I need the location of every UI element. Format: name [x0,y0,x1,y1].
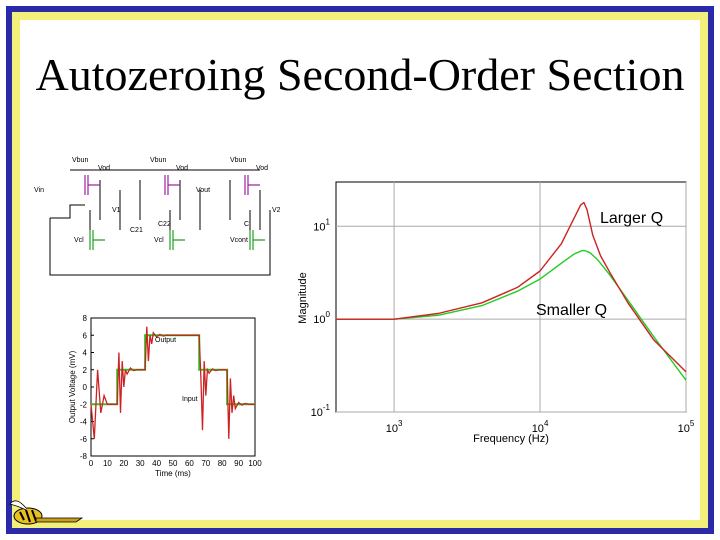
bode-y-tick: 101 [313,217,330,233]
schematic-label: Vout [196,187,210,194]
schematic-label: Vin [34,187,44,194]
step-x-tick: 50 [169,459,178,468]
step-annotation-input: Input [182,396,198,403]
step-y-tick: 2 [83,366,88,375]
schematic-label: Vod [256,165,268,172]
step-y-tick: 6 [83,331,88,340]
step-y-tick: -2 [80,400,88,409]
schematic-label: Vbun [150,157,166,164]
circuit-schematic: Vbun Vod Vin V1 C21 Vbun Vod C22 Vbun Vo… [34,157,280,276]
legend-smaller-q: Smaller Q [536,302,607,319]
step-y-tick: -8 [80,452,88,461]
step-x-tick: 60 [185,459,194,468]
schematic-label: Vcl [74,237,84,244]
schematic-label: C21 [130,227,143,234]
bode-y-tick: 10-1 [311,403,331,419]
step-x-tick: 20 [119,459,128,468]
bode-x-tick: 105 [678,419,695,435]
legend-larger-q: Larger Q [600,210,663,227]
slide-title: Autozeroing Second-Order Section [35,49,685,100]
step-x-tick: 100 [248,459,262,468]
step-x-tick: 40 [152,459,161,468]
bode-y-tick: 100 [313,310,330,326]
step-x-tick: 30 [136,459,145,468]
step-y-tick: 8 [83,314,88,323]
schematic-label: Vod [176,165,188,172]
bode-x-tick: 104 [532,419,549,435]
step-y-axis-label: Output Voltage (mV) [68,350,77,423]
bode-y-axis-label: Magnitude [297,272,309,323]
step-annotation-output: Output [155,337,176,344]
schematic-label: V2 [272,207,280,214]
schematic-label: C [244,221,249,228]
step-x-axis-label: Time (ms) [155,469,191,478]
hornet-logo [9,500,84,525]
bode-x-tick: 103 [386,419,403,435]
step-x-tick: 80 [218,459,227,468]
schematic-label: Vod [98,165,110,172]
step-x-tick: 0 [89,459,94,468]
schematic-label: C22 [158,221,171,228]
schematic-label: V1 [112,207,121,214]
step-y-tick: -4 [80,418,88,427]
step-x-tick: 90 [234,459,243,468]
schematic-label: Vcl [154,237,164,244]
schematic-label: Vbun [230,157,246,164]
bode-series-larger-q [336,201,687,373]
step-y-tick: -6 [80,435,88,444]
bode-x-axis-label: Frequency (Hz) [473,433,549,445]
step-x-tick: 10 [103,459,112,468]
step-series-output [90,326,255,439]
schematic-label: Vbun [72,157,88,164]
step-y-tick: 4 [83,349,88,358]
schematic-label: Vcont [230,237,248,244]
step-x-tick: 70 [201,459,210,468]
step-y-tick: 0 [83,383,88,392]
